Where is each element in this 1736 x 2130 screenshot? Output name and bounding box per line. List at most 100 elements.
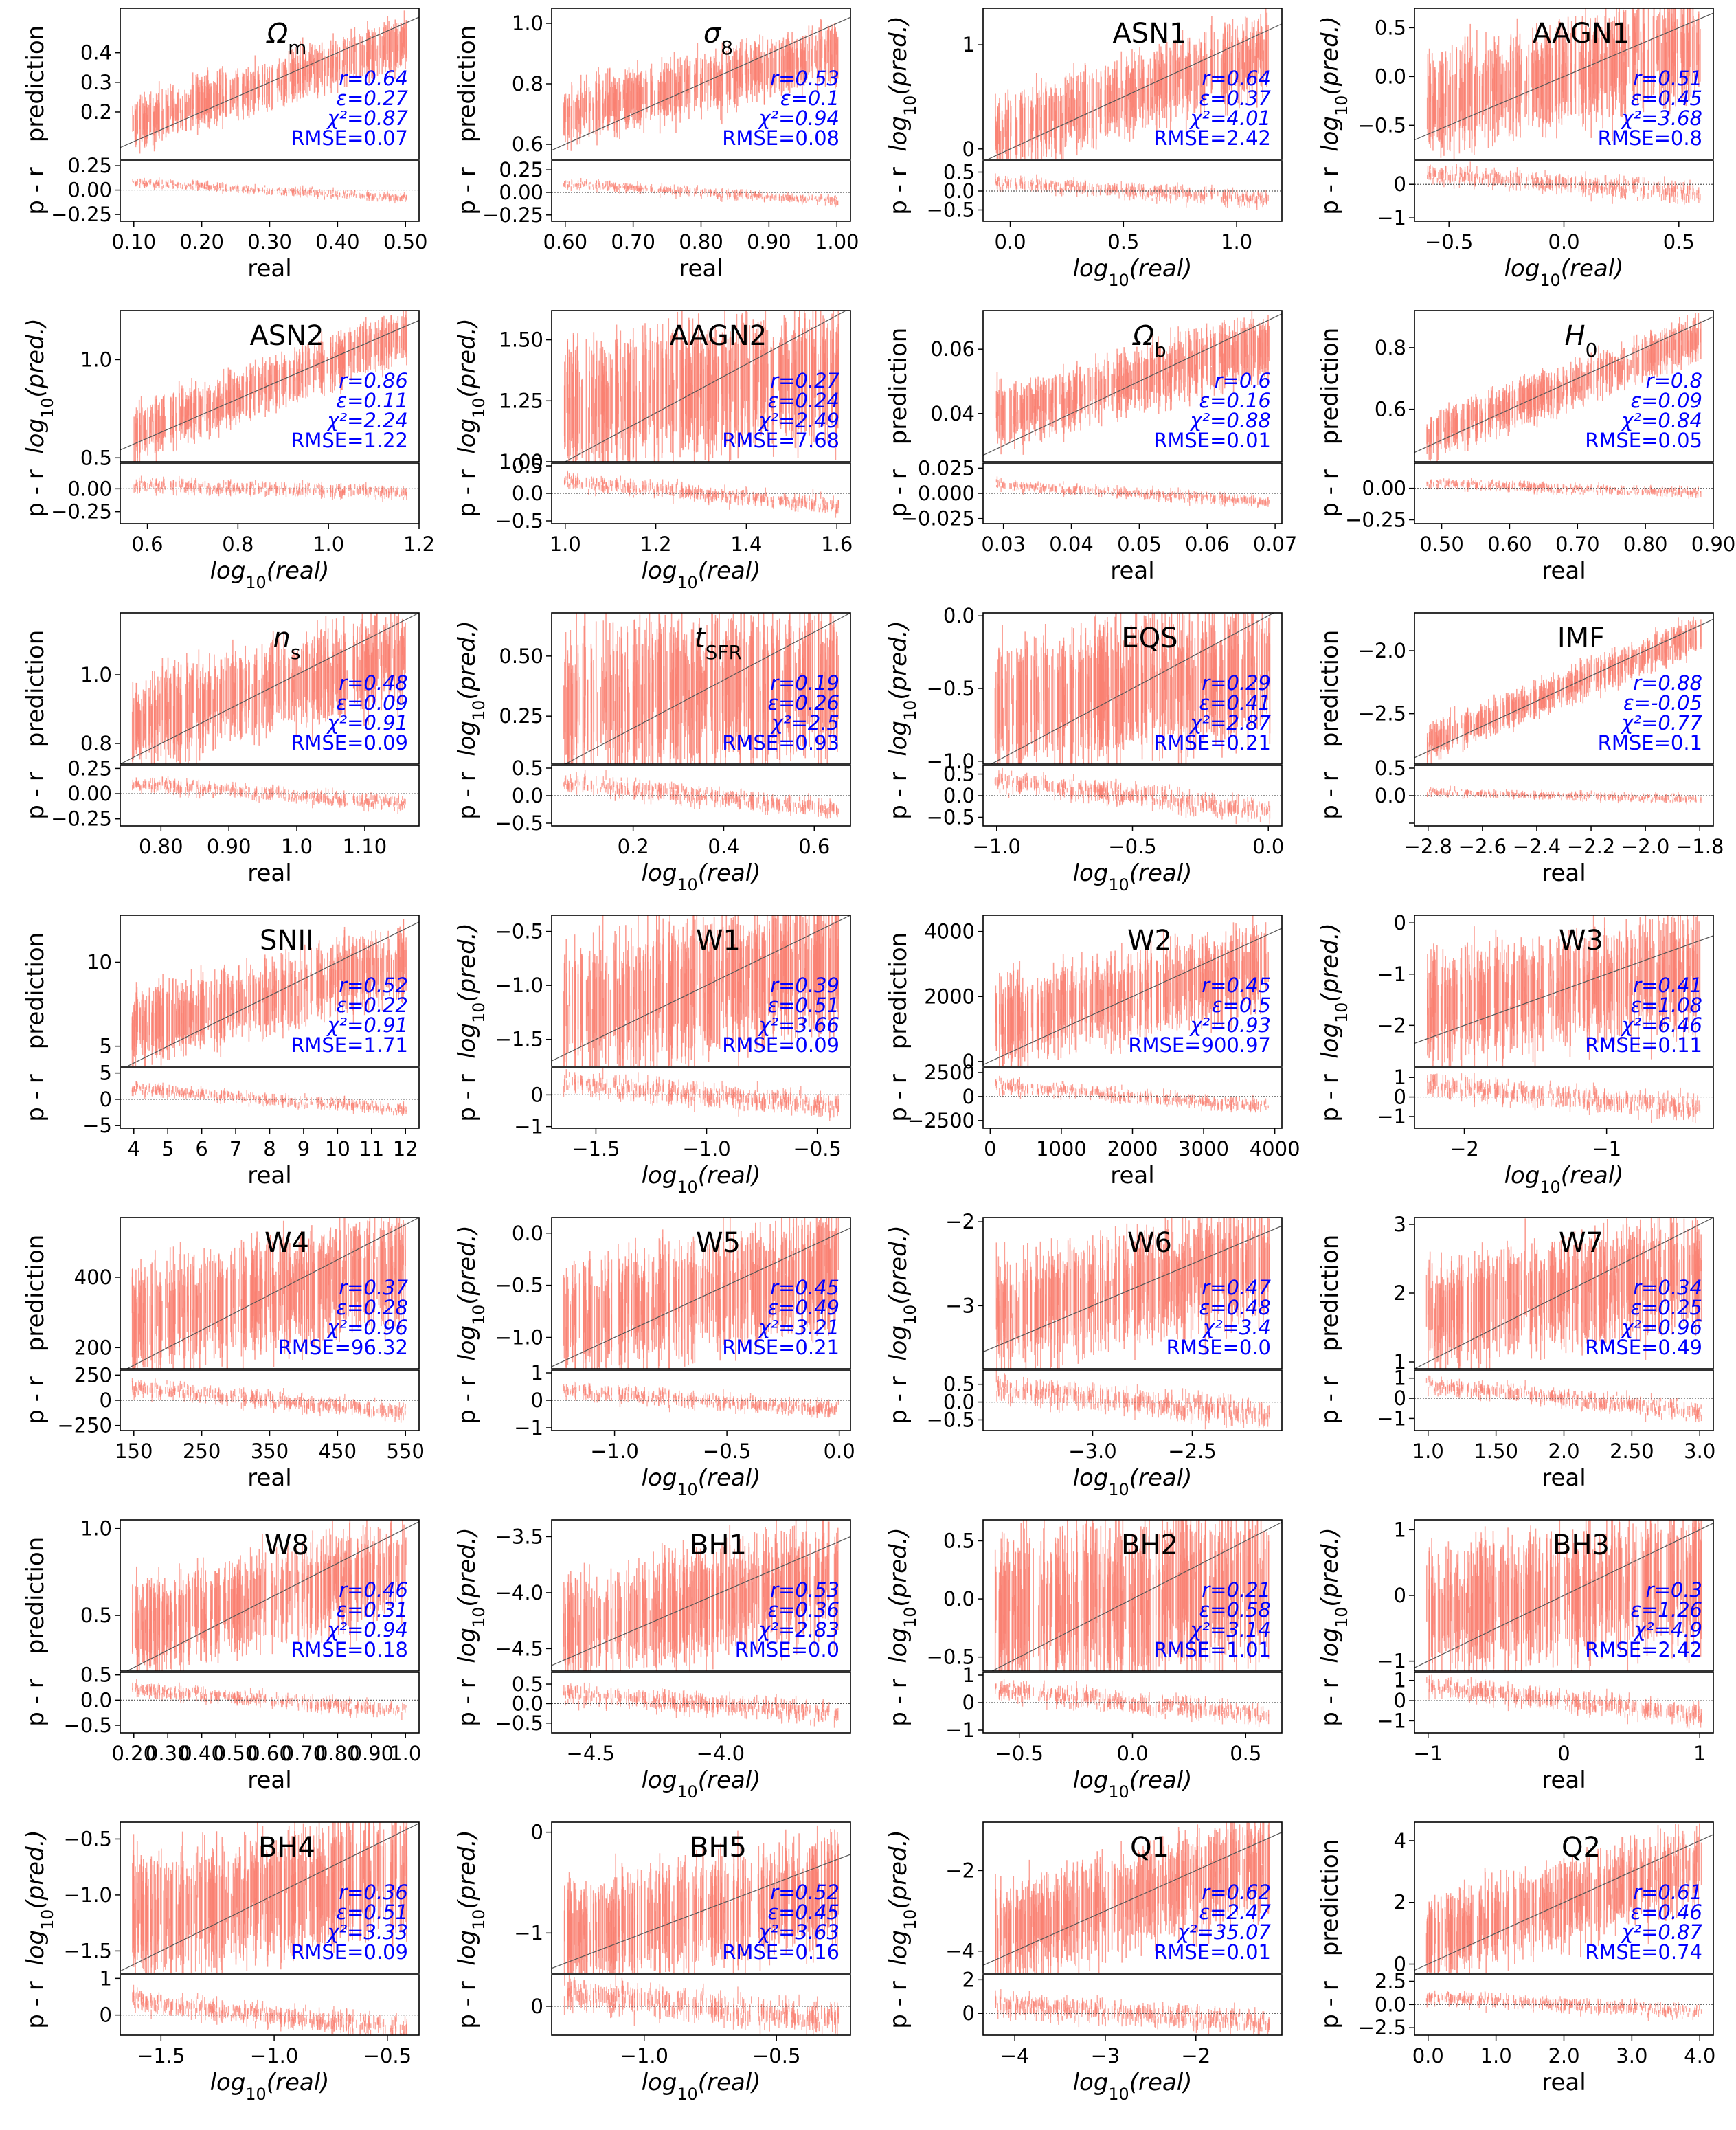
residual-tick-label: −0.25 [51, 203, 112, 226]
x-tick-label: 0.70 [611, 230, 655, 254]
stat-chi2: χ²=4.01 [1188, 106, 1271, 130]
panel-3: 01−0.50.00.50.0 0.5 1.0log10(real)log10(pr… [885, 8, 1283, 290]
residual-axis-label: p - r [453, 167, 481, 214]
panel-6: 1.001.251.50−0.50.00.51.0 1.2 1.4 1.6log10(… [453, 310, 853, 592]
y-axis-label: log10(pred.) [22, 318, 57, 454]
y-tick-label: 0.5 [1375, 16, 1406, 39]
x-axis-label: real [247, 255, 291, 282]
panel-title: Ωm [266, 18, 307, 59]
stat-epsilon: ε=0.1 [780, 87, 839, 110]
x-tick-label: 0.40 [315, 230, 360, 254]
residual-tick-label: −0.25 [51, 500, 112, 524]
x-axis-label: real [679, 255, 723, 282]
stat-rmse: RMSE=1.22 [291, 429, 408, 452]
prediction-points [563, 311, 839, 462]
stat-rmse: RMSE=0.07 [291, 126, 408, 150]
residual-tick-label: 0.00 [67, 179, 112, 202]
stat-epsilon: ε=0.27 [336, 87, 408, 110]
y-tick-label: 0.0 [1375, 65, 1406, 88]
panel-title: σ8 [703, 18, 733, 59]
residual-axis-label: p - r [1316, 167, 1344, 214]
residual-points [1427, 161, 1701, 205]
y-tick-label: 0 [962, 137, 975, 161]
prediction-points [995, 8, 1269, 159]
identity-line [120, 16, 419, 148]
y-tick-label: 1.0 [80, 348, 112, 371]
residual-tick-label: 0.00 [499, 181, 543, 204]
residual-tick-label: −0.5 [927, 199, 975, 222]
stat-epsilon: ε=0.37 [1199, 87, 1271, 110]
panel-5: 0.5 1.0 −0.250.00 0.6 0.8 1.0 1.2 log10(real) lo… [22, 310, 435, 592]
x-tick-label: 0.50 [383, 230, 428, 254]
stat-chi2: χ²=0.87 [326, 106, 408, 130]
prediction-points [1426, 8, 1701, 159]
stat-r: r=0.64 [339, 67, 408, 90]
y-tick-label: 1 [962, 33, 975, 56]
stat-rmse: RMSE=0.8 [1598, 126, 1702, 150]
top-frame [1414, 8, 1714, 160]
residual-points [563, 470, 839, 518]
panel-2: 0.6 0.8 1.0 −0.250.000.25 0.60 0.70 0.80 0.90 1.… [453, 8, 859, 282]
stat-rmse: RMSE=0.08 [722, 126, 839, 150]
y-tick-label: −0.5 [1358, 113, 1406, 137]
residual-tick-label: 0.5 [943, 161, 975, 184]
y-axis-label: prediction [453, 25, 481, 143]
x-tick-label: 0.20 [179, 230, 224, 254]
stat-epsilon: ε=0.45 [1630, 87, 1702, 110]
residual-tick-label: −0.25 [482, 203, 543, 227]
stat-r: r=0.64 [1202, 67, 1271, 90]
y-axis-label: prediction [22, 25, 49, 143]
stat-chi2: χ²=3.68 [1620, 106, 1702, 130]
residual-points [995, 173, 1269, 210]
y-tick-label: 0.6 [512, 133, 543, 156]
x-tick-label: 0.6 [131, 532, 163, 556]
x-axis-label: log10(real) [210, 557, 330, 592]
residual-tick-label: 0.25 [67, 154, 112, 177]
bottom-frame [120, 462, 420, 524]
residual-axis-label: p - r [22, 469, 49, 517]
x-tick-label: 0.60 [543, 230, 587, 254]
y-tick-label: 0.5 [80, 446, 112, 469]
x-tick-label: 0.5 [1663, 230, 1695, 254]
residual-points [132, 177, 407, 204]
prediction-points [133, 311, 407, 462]
residual-axis-label: p - r [885, 167, 912, 214]
residual-tick-label: 0.0 [943, 179, 975, 203]
panel-1: 0.2 0.3 0.4 −0.250.000.25 0.10 0.20 0.30 0.40 0.… [22, 8, 428, 282]
x-tick-label: 0.8 [222, 532, 253, 556]
identity-line [1414, 12, 1713, 141]
x-tick-label: 1.2 [403, 532, 435, 556]
panel-title: ASN2 [249, 320, 324, 352]
x-tick-label: −0.5 [1425, 230, 1473, 254]
x-tick-label: 0.80 [679, 230, 723, 254]
top-frame [982, 8, 1283, 160]
residual-tick-label: −1 [1377, 206, 1406, 229]
identity-line [552, 16, 850, 151]
stat-rmse: RMSE=2.42 [1153, 126, 1271, 150]
y-axis-label: log10(pred.) [1316, 16, 1351, 152]
stat-chi2: χ²=2.24 [326, 409, 408, 432]
x-tick-label: 0.0 [994, 230, 1026, 254]
residual-tick-label: 0 [1394, 172, 1406, 196]
x-axis-label: log10(real) [1504, 255, 1624, 290]
top-frame [120, 310, 420, 462]
identity-line [120, 320, 419, 451]
x-tick-label: 0.0 [1548, 230, 1579, 254]
x-tick-label: 1.0 [313, 532, 344, 556]
top-frame [120, 8, 420, 160]
prediction-points [563, 19, 839, 151]
y-tick-label: 0.2 [80, 100, 112, 124]
panel-title: ASN1 [1112, 18, 1186, 49]
panel-4: −0.5 0.0 0.5 −1 0 −0.5 0.0 0.5 log10(real) log10(… [1316, 8, 1714, 290]
residual-points [133, 475, 407, 502]
y-axis-label: log10(pred.) [885, 16, 920, 152]
residual-axis-label: p - r [22, 167, 49, 214]
x-tick-label: 0.5 [1107, 230, 1139, 254]
identity-line [987, 23, 1282, 159]
prediction-points [132, 10, 407, 154]
x-tick-label: 1.0 [1221, 230, 1252, 254]
stat-epsilon: ε=0.11 [336, 389, 408, 412]
stat-chi2: χ²=0.94 [757, 106, 839, 130]
stat-r: r=0.53 [770, 67, 839, 90]
x-tick-label: 0.30 [247, 230, 292, 254]
